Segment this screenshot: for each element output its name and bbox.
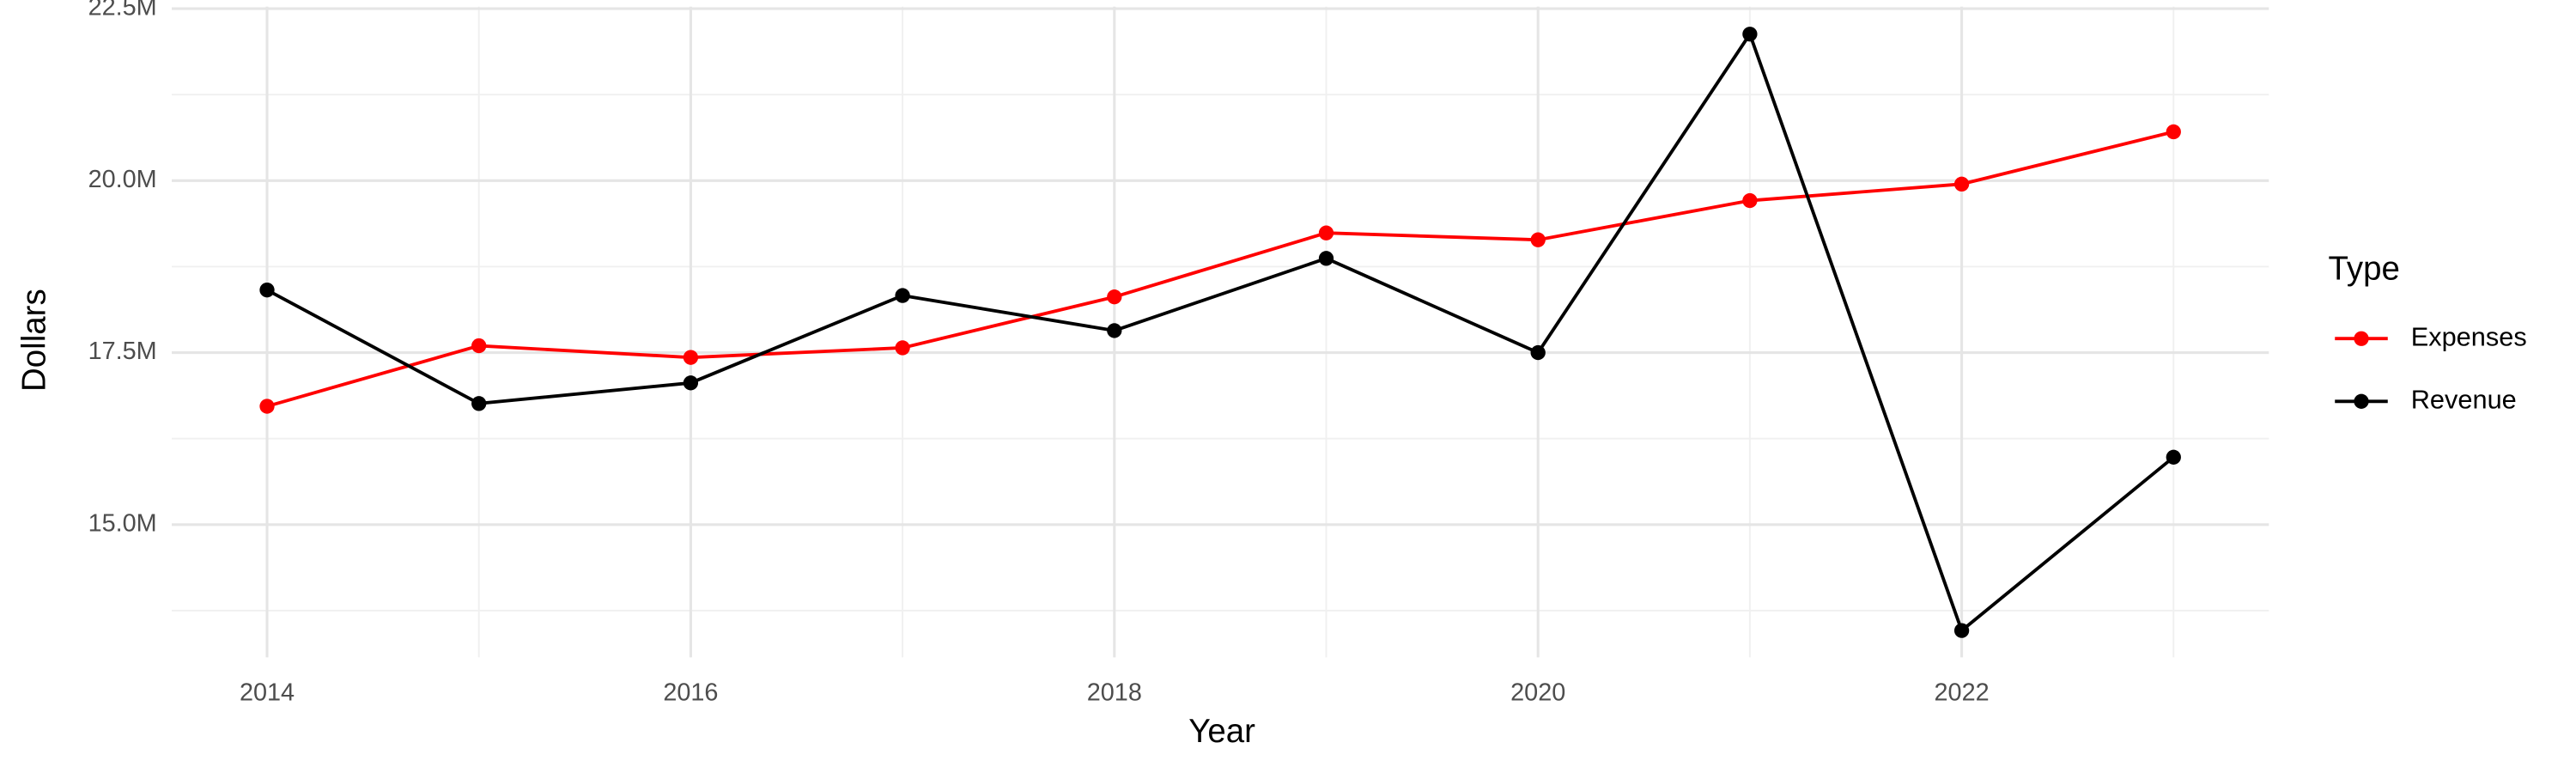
grid (172, 6, 2269, 658)
data-point (471, 338, 487, 354)
legend-marker (2354, 393, 2369, 409)
data-point (471, 396, 487, 411)
data-point (683, 375, 699, 391)
data-point (1530, 344, 1546, 361)
data-point (1953, 623, 1970, 638)
legend-title: Type (2329, 251, 2400, 288)
data-point (683, 350, 699, 365)
data-point (1530, 232, 1546, 247)
y-tick-label: 20.0M (88, 166, 157, 193)
y-tick-label: 22.5M (88, 0, 157, 21)
data-point (259, 283, 275, 298)
data-point (1318, 251, 1334, 266)
data-point (1742, 27, 1758, 42)
legend-label: Revenue (2411, 384, 2517, 414)
data-point (895, 340, 910, 356)
series-line (266, 130, 2174, 408)
data-point (895, 288, 910, 303)
data-point (1742, 192, 1758, 209)
x-tick-label: 2018 (1087, 679, 1142, 706)
x-tick-label: 2022 (1935, 679, 1990, 706)
y-tick-label: 15.0M (88, 509, 157, 537)
x-tick-label: 2020 (1510, 679, 1565, 706)
data-point (1107, 289, 1122, 305)
series-line (266, 30, 2175, 634)
data-point (2166, 449, 2181, 465)
data-point (1107, 323, 1122, 338)
data-point (259, 399, 275, 414)
legend-label: Expenses (2411, 321, 2527, 351)
y-tick-label: 17.5M (88, 338, 157, 365)
x-tick-label: 2016 (663, 679, 718, 706)
legend-marker (2354, 331, 2369, 346)
data-point (1318, 225, 1334, 240)
data-point (1953, 176, 1970, 192)
x-tick-label: 2014 (240, 679, 295, 706)
data-point (2166, 124, 2181, 140)
y-axis-title: Dollars (15, 289, 52, 392)
x-axis-title: Year (1188, 713, 1255, 750)
